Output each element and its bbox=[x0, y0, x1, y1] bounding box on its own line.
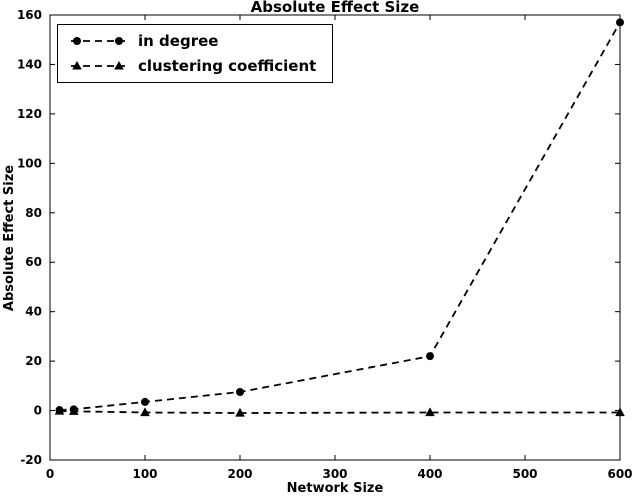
chart-title: Absolute Effect Size bbox=[251, 0, 420, 16]
legend: in degree clustering coefficient bbox=[57, 24, 334, 83]
y-tick-label: 140 bbox=[17, 57, 42, 71]
x-tick-label: 100 bbox=[132, 467, 157, 481]
y-tick-label: 60 bbox=[25, 255, 42, 269]
plot-area: 0 100 200 300 400 500 600 -20 0 20 40 60 80 100 120 140… bbox=[17, 8, 633, 481]
clustering-coefficient-legend-marker-icon bbox=[71, 61, 125, 70]
x-axis-label: Network Size bbox=[287, 481, 384, 496]
x-tick-label: 400 bbox=[417, 467, 442, 481]
series-line-clustering-coefficient bbox=[59, 410, 620, 414]
legend-item-clustering-coefficient: clustering coefficient bbox=[68, 57, 316, 75]
marker-circle-in-degree bbox=[236, 388, 244, 397]
marker-circle-in-degree bbox=[616, 18, 624, 27]
x-tick-label: 600 bbox=[607, 467, 632, 481]
x-tick-label: 300 bbox=[322, 467, 347, 481]
y-tick-label: 120 bbox=[17, 107, 42, 121]
marker-triangle-clustering-coefficient bbox=[140, 407, 150, 417]
y-tick-label: 20 bbox=[25, 354, 42, 368]
legend-label: clustering coefficient bbox=[138, 57, 317, 75]
y-tick-label: 40 bbox=[25, 305, 42, 319]
y-axis-label: Absolute Effect Size bbox=[2, 165, 17, 311]
marker-triangle-clustering-coefficient bbox=[425, 407, 435, 417]
legend-item-in-degree: in degree bbox=[68, 32, 316, 50]
marker-triangle-clustering-coefficient bbox=[235, 407, 245, 417]
marker-triangle-clustering-coefficient bbox=[615, 407, 625, 417]
series-line-in-degree bbox=[59, 21, 621, 411]
marker-triangle-clustering-coefficient bbox=[68, 406, 79, 415]
marker-circle-in-degree bbox=[141, 397, 149, 406]
marker-circle-in-degree bbox=[426, 352, 434, 361]
y-tick-label: 100 bbox=[17, 156, 42, 170]
marker-triangle-clustering-coefficient bbox=[54, 405, 65, 415]
in-degree-legend-marker-icon bbox=[71, 37, 125, 45]
legend-label: in degree bbox=[138, 32, 219, 50]
x-tick-label: 500 bbox=[512, 467, 537, 481]
x-tick-label: 0 bbox=[46, 467, 54, 481]
y-tick-label: -20 bbox=[20, 453, 42, 467]
x-tick-label: 200 bbox=[227, 467, 252, 481]
y-tick-label: 80 bbox=[25, 206, 42, 220]
y-tick-label: 0 bbox=[34, 404, 42, 418]
y-tick-label: 160 bbox=[17, 8, 42, 22]
